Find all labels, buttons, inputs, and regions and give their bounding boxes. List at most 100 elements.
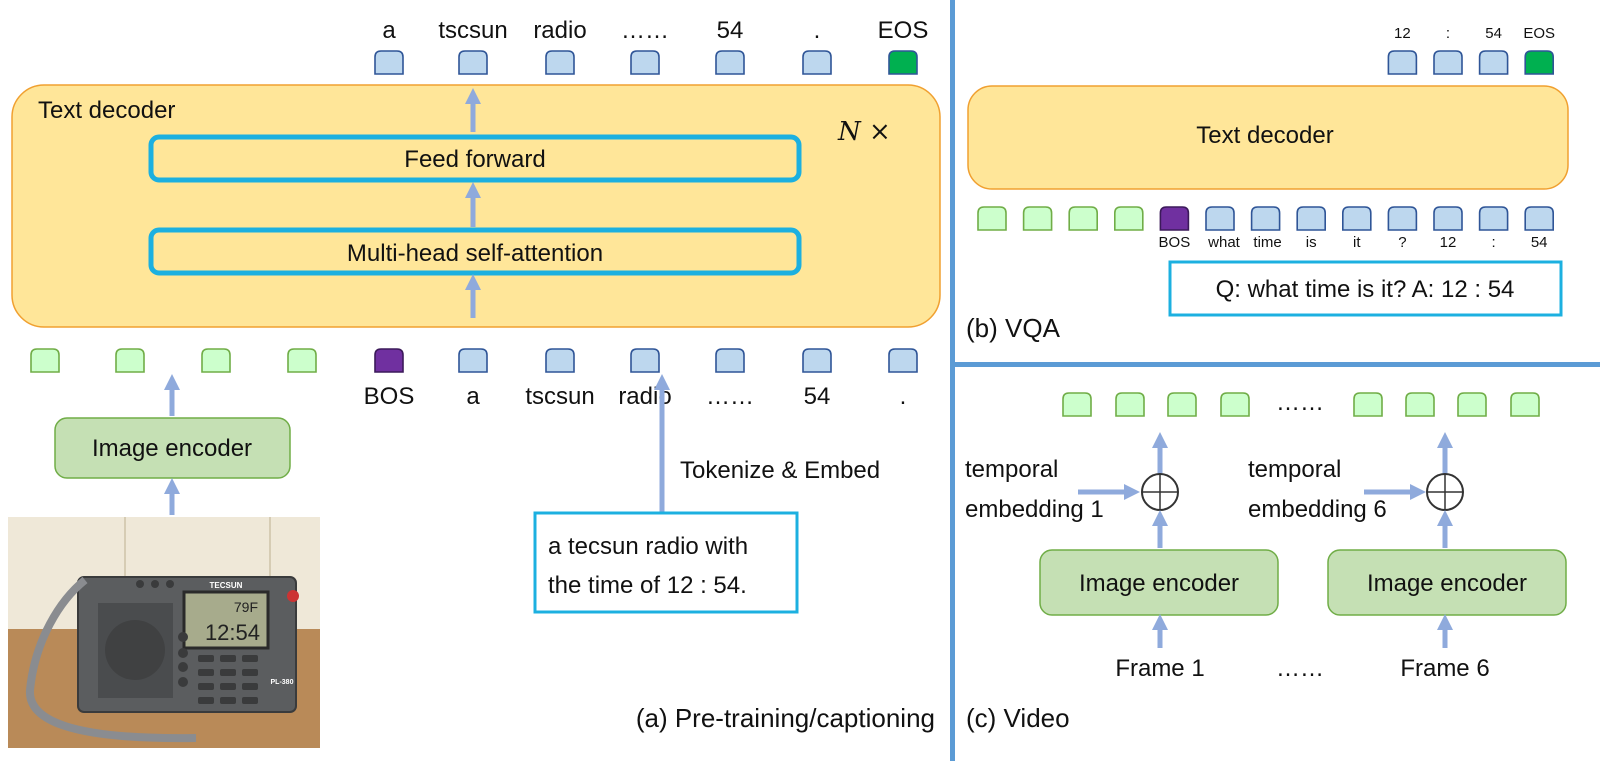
- text-decoder-block: [967, 85, 1569, 190]
- output-token-label: ……: [621, 17, 669, 44]
- image-encoder-label: Image encoder: [1079, 570, 1239, 597]
- text-token: [1342, 206, 1372, 231]
- frame-1-label: Frame 1: [1115, 655, 1204, 682]
- input-token-label: ?: [1398, 234, 1406, 251]
- input-token-label: it: [1353, 234, 1361, 251]
- feed-forward-label: Feed forward: [404, 146, 545, 173]
- image-encoder-label: Image encoder: [92, 435, 252, 462]
- image-token: [1115, 392, 1145, 417]
- image-token: [201, 348, 231, 373]
- feed-forward-block: [148, 134, 802, 183]
- text-token: [1296, 206, 1326, 231]
- frame-6-label: Frame 6: [1400, 655, 1489, 682]
- radio-display-time: 12:54: [205, 620, 260, 645]
- output-token-label: tscsun: [438, 17, 507, 44]
- text-token: [802, 348, 832, 373]
- output-token-label: .: [814, 17, 821, 44]
- eos-token: [888, 50, 918, 75]
- text-token: [1387, 50, 1418, 75]
- text-token: [1524, 206, 1554, 231]
- radio-display-temp: 79F: [234, 599, 258, 615]
- caption-text-box: [533, 511, 799, 614]
- text-token: [715, 50, 745, 75]
- text-token: [888, 348, 918, 373]
- frame-ellipsis: ……: [1276, 655, 1324, 682]
- text-token: [802, 50, 832, 75]
- input-token-label: BOS: [1159, 234, 1191, 251]
- output-token-label: 54: [717, 17, 744, 44]
- eos-token: [1524, 50, 1554, 75]
- input-token-label: BOS: [364, 383, 415, 410]
- temporal-embedding-1-line1: temporal: [965, 456, 1058, 483]
- radio-model: PL-380: [271, 679, 294, 686]
- output-token-label: radio: [533, 17, 586, 44]
- input-token-label: is: [1306, 234, 1317, 251]
- image-encoder-label: Image encoder: [1367, 570, 1527, 597]
- token-ellipsis: ……: [1276, 389, 1324, 416]
- temporal-embedding-6-line2: embedding 6: [1248, 496, 1387, 523]
- self-attention-label: Multi-head self-attention: [347, 240, 603, 267]
- input-token-label: 12: [1440, 234, 1457, 251]
- image-token: [1022, 206, 1053, 231]
- caption-line-2: the time of 12 : 54.: [548, 572, 747, 599]
- image-token: [1405, 392, 1435, 417]
- image-token: [30, 348, 60, 373]
- text-token: [1205, 206, 1235, 231]
- qa-text-box: [1168, 260, 1563, 317]
- input-token-label: :: [1492, 234, 1496, 251]
- image-token: [1510, 392, 1540, 417]
- image-token: [1220, 392, 1250, 417]
- input-image-radio-photo: 79F 12:54 TECSUN PL-380: [8, 517, 320, 748]
- output-token-label: EOS: [1523, 25, 1555, 42]
- temporal-embedding-6-line1: temporal: [1248, 456, 1341, 483]
- image-token: [287, 348, 317, 373]
- input-token-label: 54: [1531, 234, 1548, 251]
- input-token-label: ……: [706, 383, 754, 410]
- text-decoder-label: Text decoder: [1196, 122, 1333, 149]
- repeat-n-label: N ×: [837, 117, 891, 147]
- image-token: [1457, 392, 1487, 417]
- qa-text: Q: what time is it? A: 12 : 54: [1216, 276, 1515, 303]
- text-token: [1478, 206, 1509, 231]
- image-token: [1062, 392, 1092, 417]
- image-token: [1167, 392, 1197, 417]
- text-token: [1433, 50, 1463, 75]
- output-token-label: a: [382, 17, 396, 44]
- image-token: [977, 206, 1007, 231]
- text-token: [545, 348, 575, 373]
- image-token: [1068, 206, 1098, 231]
- input-token-label: .: [900, 383, 907, 410]
- tokenize-embed-label: Tokenize & Embed: [680, 457, 880, 484]
- panel-a-caption: (a) Pre-training/captioning: [636, 703, 935, 733]
- horizontal-divider: [955, 362, 1600, 367]
- panel-b-caption: (b) VQA: [966, 313, 1061, 343]
- image-token: [1353, 392, 1383, 417]
- caption-line-1: a tecsun radio with: [548, 533, 748, 560]
- output-token-label: 54: [1485, 25, 1502, 42]
- panel-vqa: 12: 54 EOS Text decoder BOS what time is it? 12…: [966, 25, 1569, 343]
- vertical-divider: [950, 0, 955, 761]
- temporal-embedding-1-line2: embedding 1: [965, 496, 1104, 523]
- add-icon: [1141, 473, 1179, 511]
- output-token-label: :: [1446, 25, 1450, 42]
- add-icon: [1426, 473, 1464, 511]
- panel-video: …… temporal embedding 1 temporal embeddi…: [965, 389, 1567, 733]
- input-token-label: time: [1253, 234, 1281, 251]
- radio-brand: TECSUN: [210, 581, 243, 590]
- text-token: [630, 348, 660, 373]
- text-token: [458, 50, 488, 75]
- text-decoder-label: Text decoder: [38, 97, 175, 124]
- output-token-label: EOS: [878, 17, 929, 44]
- panel-pretraining: a tscsun radio …… 54. EOS Text decoder N × Fe…: [8, 17, 941, 748]
- text-token: [545, 50, 575, 75]
- text-token: [374, 50, 404, 75]
- text-token: [630, 50, 660, 75]
- image-token: [115, 348, 145, 373]
- bos-token: [1159, 206, 1190, 231]
- output-token-label: 12: [1394, 25, 1411, 42]
- image-token: [1114, 206, 1144, 231]
- text-token: [1387, 206, 1418, 231]
- text-token: [458, 348, 488, 373]
- panel-c-caption: (c) Video: [966, 703, 1070, 733]
